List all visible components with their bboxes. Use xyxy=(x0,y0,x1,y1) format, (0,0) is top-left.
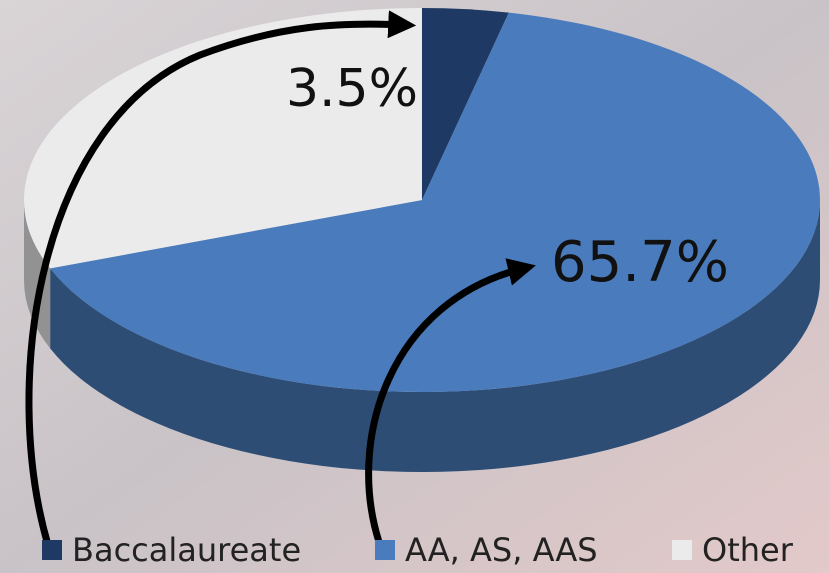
arrow xyxy=(25,10,417,546)
slice xyxy=(23,8,423,269)
legend: Baccalaureate AA, AS, AAS Other xyxy=(42,531,794,569)
legend-swatch xyxy=(672,540,692,560)
slice-side xyxy=(50,200,820,473)
slice xyxy=(50,12,820,392)
legend-swatch xyxy=(42,540,62,560)
labels: 3.5% 65.7% xyxy=(286,59,729,295)
slice-side xyxy=(24,200,51,349)
legend-label: Other xyxy=(702,531,794,569)
slice xyxy=(422,8,509,200)
legend-label: AA, AS, AAS xyxy=(405,531,598,569)
pie xyxy=(23,8,820,473)
legend-swatch xyxy=(375,540,395,560)
legend-label: Baccalaureate xyxy=(72,531,301,569)
data-label: 3.5% xyxy=(286,59,418,119)
data-label: 65.7% xyxy=(551,230,729,295)
arrow xyxy=(365,258,536,547)
